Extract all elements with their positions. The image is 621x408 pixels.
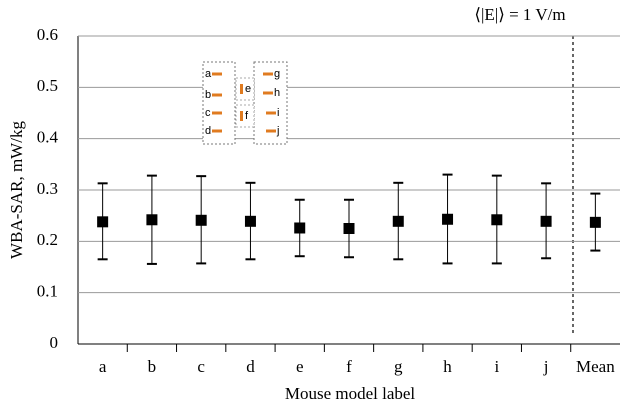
marker: [244, 215, 256, 227]
x-tick-label: c: [197, 357, 205, 376]
inset-model: [266, 111, 276, 115]
annotation: ⟨|E|⟩ = 1 V/m: [474, 5, 565, 24]
x-tick-label: Mean: [576, 357, 615, 376]
x-tick-label: j: [543, 357, 549, 376]
inset-label: e: [245, 83, 251, 95]
marker: [195, 214, 207, 226]
x-tick-label: a: [99, 357, 107, 376]
marker: [146, 214, 158, 226]
inset-model: [263, 72, 273, 76]
inset-model: [212, 111, 222, 115]
inset-box: [235, 77, 255, 101]
y-tick-label: 0.1: [37, 282, 58, 301]
marker: [589, 216, 601, 228]
inset-label: b: [205, 89, 211, 101]
inset-label: f: [245, 110, 249, 122]
inset-model: [240, 84, 243, 94]
marker: [294, 222, 306, 234]
marker: [97, 216, 109, 228]
inset-model: [212, 93, 222, 97]
marker: [343, 223, 355, 234]
x-tick-label: i: [494, 357, 499, 376]
marker: [392, 215, 404, 227]
inset-label: i: [277, 107, 279, 119]
x-tick-label: b: [148, 357, 157, 376]
y-tick-label: 0.5: [37, 76, 58, 95]
inset-box: [235, 104, 255, 128]
y-tick-label: 0.4: [37, 128, 59, 147]
x-tick-label: g: [394, 357, 403, 376]
x-axis-title: Mouse model label: [285, 384, 416, 403]
inset-label: h: [274, 87, 280, 99]
marker: [491, 214, 503, 226]
inset-label: c: [205, 107, 211, 119]
x-tick-label: h: [443, 357, 452, 376]
inset-label: j: [276, 125, 279, 137]
x-tick-label: e: [296, 357, 304, 376]
y-tick-label: 0: [50, 333, 59, 352]
inset-label: d: [205, 125, 211, 137]
inset-model: [266, 129, 276, 133]
inset-model: [263, 91, 273, 95]
x-tick-label: f: [346, 357, 352, 376]
inset-model: [212, 129, 222, 133]
inset-label: a: [205, 68, 212, 80]
x-tick-label: d: [246, 357, 255, 376]
inset-model: [240, 111, 243, 121]
inset-model: [212, 72, 222, 76]
marker: [442, 213, 454, 225]
y-tick-label: 0.2: [37, 230, 58, 249]
y-axis-title: WBA-SAR, mW/kg: [7, 121, 26, 259]
y-tick-label: 0.3: [37, 179, 58, 198]
inset-label: g: [274, 68, 280, 80]
marker: [540, 215, 552, 227]
y-tick-label: 0.6: [37, 25, 58, 44]
